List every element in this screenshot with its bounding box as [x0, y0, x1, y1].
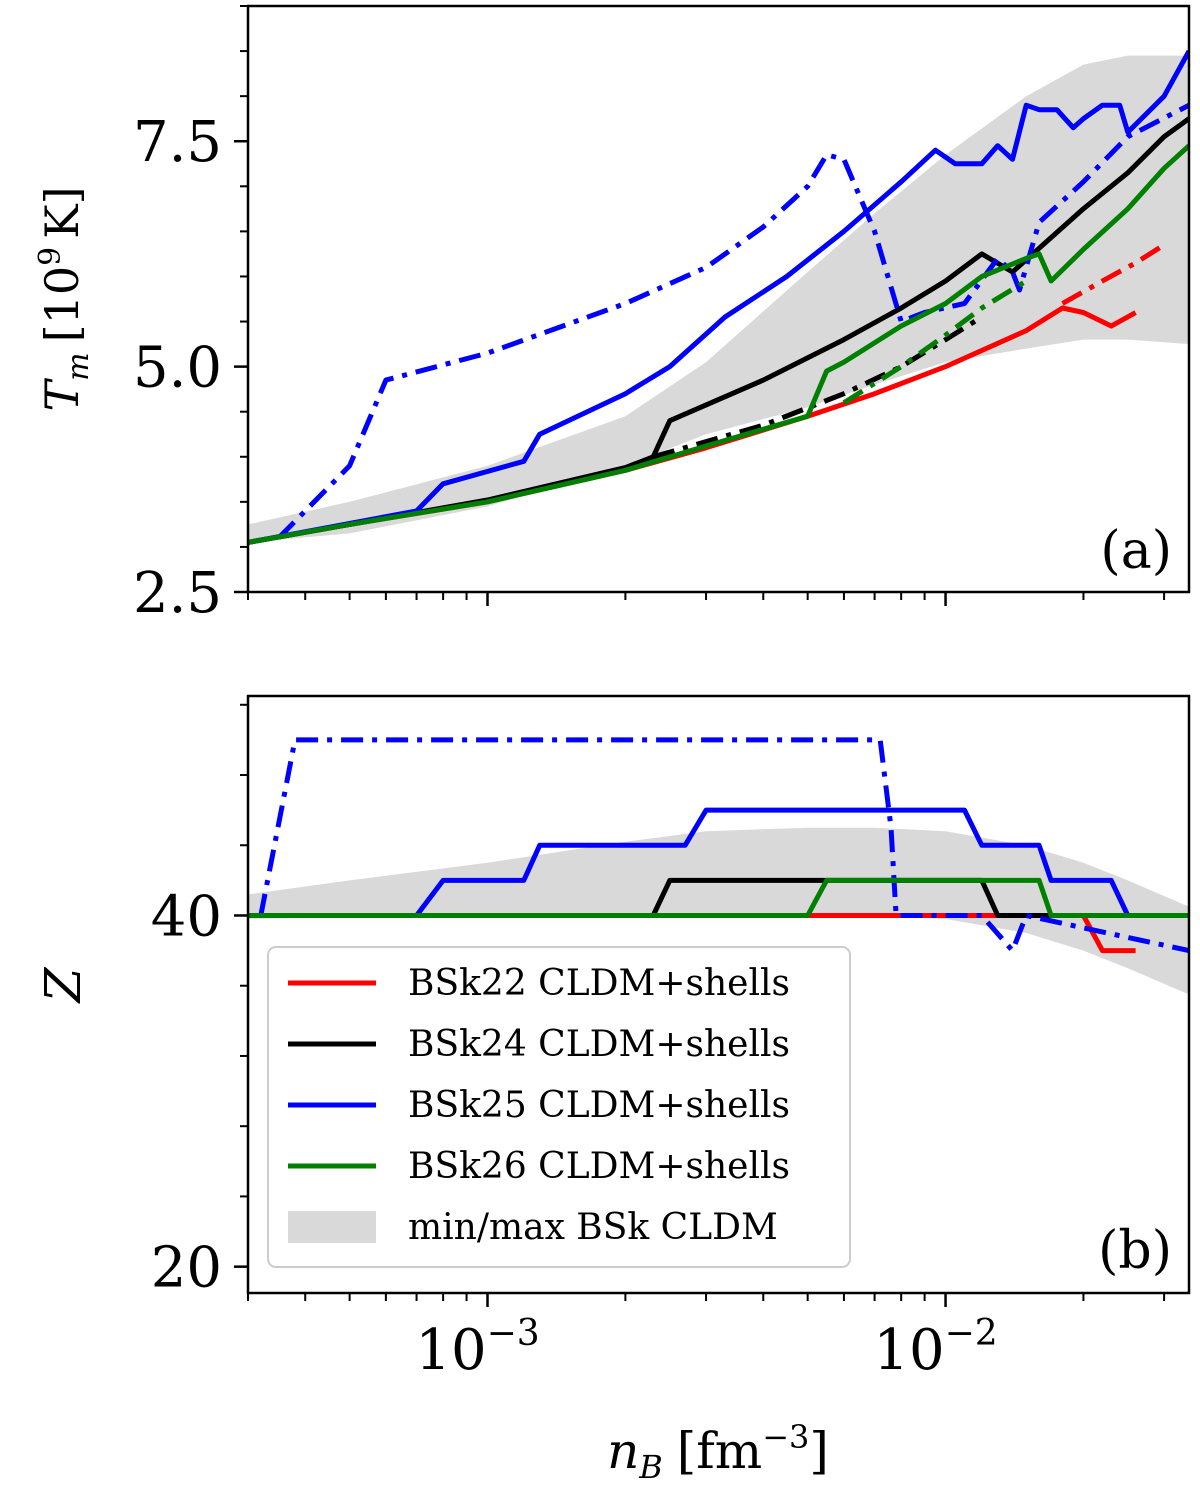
legend-label: BSk25 CLDM+shells	[408, 1085, 790, 1126]
series-line-bsk22-cldm-shells-dash-dot	[1061, 242, 1166, 306]
legend-label: BSk26 CLDM+shells	[408, 1146, 790, 1187]
series-line-bsk26-cldm-shells-dash-dot	[842, 278, 1028, 405]
series-line-bsk26-cldm-shells	[248, 143, 1189, 545]
y-label-unit: [10	[35, 266, 89, 342]
series-line-bsk24-cldm-shells	[248, 877, 1189, 918]
y-tick-label: 20	[151, 1236, 222, 1301]
x-tick-exponent: −2	[945, 1313, 998, 1354]
series-line-bsk25-cldm-shells	[248, 49, 1189, 545]
series-line-bsk25-cldm-shells-dash-dot	[276, 102, 1189, 540]
series-line-bsk25-cldm-shells-dash-dot	[258, 737, 1189, 954]
legend-swatch-patch	[288, 1211, 376, 1243]
x-label-n: n	[607, 1422, 639, 1480]
y-tick-label: 2.5	[133, 561, 222, 626]
y-label-sub-m: m	[61, 352, 96, 380]
legend-entries: BSk22 CLDM+shells BSk24 CLDM+shells BSk25 …	[288, 963, 790, 1248]
panel-a-ticks: 2.5 5.0 7.5	[133, 5, 1166, 626]
x-tick-base: 10	[873, 1318, 944, 1383]
minmax-band-panel-a	[248, 55, 1189, 543]
panel-a: 2.5 5.0 7.5 (a)	[133, 4, 1191, 626]
legend-box	[267, 946, 851, 1268]
panel-a-frame	[246, 4, 1191, 594]
legend-label: BSk24 CLDM+shells	[408, 1024, 790, 1065]
x-label-exp: −3	[762, 1418, 809, 1456]
x-label-unit: [fm	[677, 1422, 762, 1480]
series-line-bsk25-cldm-shells	[248, 807, 1189, 918]
y-label-T: T	[35, 378, 89, 412]
panel-b-lines-layer	[248, 737, 1189, 954]
legend: BSk22 CLDM+shells BSk24 CLDM+shells BSk25 …	[267, 946, 851, 1268]
legend-label: BSk22 CLDM+shells	[408, 963, 790, 1004]
legend-label: min/max BSk CLDM	[408, 1207, 778, 1248]
panel-b-frame	[246, 694, 1191, 1295]
panel-b-tag: (b)	[1098, 1221, 1172, 1281]
y-axis-label-temperature: Tm [109 K]	[33, 186, 96, 411]
panel-a-tag: (a)	[1100, 521, 1172, 581]
x-tick-label: 10−3	[415, 1313, 539, 1383]
series-line-bsk26-cldm-shells	[248, 877, 1189, 918]
minmax-band-panel-b	[248, 827, 1189, 995]
panel-a-lines-layer	[248, 49, 1189, 545]
y-axis-label-Z: Z	[34, 966, 92, 1004]
x-tick-exponent: −3	[487, 1313, 540, 1354]
y-label-exp: 9	[33, 247, 68, 266]
y-tick-label: 7.5	[133, 110, 222, 175]
panel-a-band-layer	[248, 55, 1189, 543]
x-tick-base: 10	[415, 1318, 486, 1383]
x-label-sub-B: B	[638, 1448, 663, 1486]
y-label-unit-end: K]	[35, 186, 89, 238]
x-axis-label: nB [fm−3]	[607, 1418, 829, 1486]
panel-b-band-layer	[248, 827, 1189, 995]
x-label-unit-end: ]	[809, 1422, 829, 1480]
x-tick-label: 10−2	[873, 1313, 997, 1383]
y-tick-label: 40	[151, 884, 222, 949]
y-tick-label: 5.0	[133, 336, 222, 401]
series-line-bsk24-cldm-shells-dash-dot	[652, 314, 984, 460]
